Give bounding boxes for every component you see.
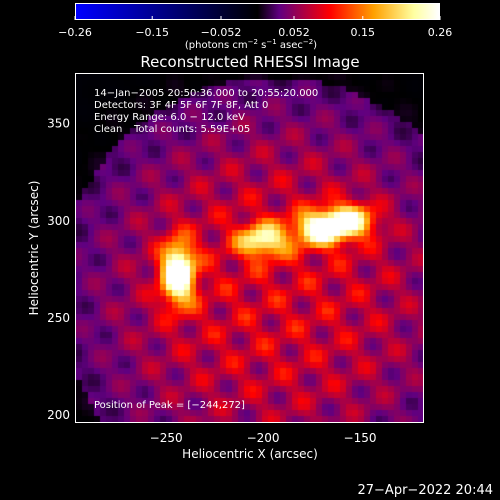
x-tick-label: −200: [247, 431, 280, 445]
y-tick-label: 350: [47, 117, 70, 131]
annotation-total-counts: Total counts: 5.59E+05: [133, 124, 250, 135]
y-axis-label: Heliocentric Y (arcsec): [27, 181, 41, 316]
colorbar-tick-label: −0.26: [58, 26, 92, 39]
annotation-clean: Clean: [94, 124, 122, 135]
colorbar-tick-label: 0.052: [278, 26, 310, 39]
colorbar-tick-label: 0.26: [428, 26, 453, 39]
plot-area: 14−Jan−2005 20:50:36.000 to 20:55:20.000…: [75, 73, 424, 423]
annotation-time-range: 14−Jan−2005 20:50:36.000 to 20:55:20.000: [94, 88, 318, 99]
x-axis-label: Heliocentric X (arcsec): [182, 447, 318, 461]
colorbar-tick-label: −0.052: [201, 26, 242, 39]
plot-annotations: 14−Jan−2005 20:50:36.000 to 20:55:20.000…: [94, 88, 318, 411]
peak-position-label: Position of Peak = [−244,272]: [94, 400, 245, 411]
colorbar-tick-label: −0.15: [135, 26, 169, 39]
colorbar-units-label: (photons cm−2 s−1 asec−2): [185, 38, 317, 51]
timestamp: 27−Apr−2022 20:44: [358, 483, 494, 498]
annotation-detectors: Detectors: 3F 4F 5F 6F 7F 8F, Att 0: [94, 100, 268, 111]
annotation-energy-range: Energy Range: 6.0 − 12.0 keV: [94, 112, 245, 123]
y-tick-label: 200: [47, 408, 70, 422]
y-tick-label: 250: [47, 311, 70, 325]
colorbar: [75, 3, 440, 20]
x-tick-label: −150: [344, 431, 377, 445]
chart-title: Reconstructed RHESSI Image: [140, 53, 359, 71]
heatmap-image: [76, 74, 423, 422]
y-tick-label: 300: [47, 214, 70, 228]
x-tick-label: −250: [150, 431, 183, 445]
colorbar-tick-label: 0.15: [351, 26, 376, 39]
